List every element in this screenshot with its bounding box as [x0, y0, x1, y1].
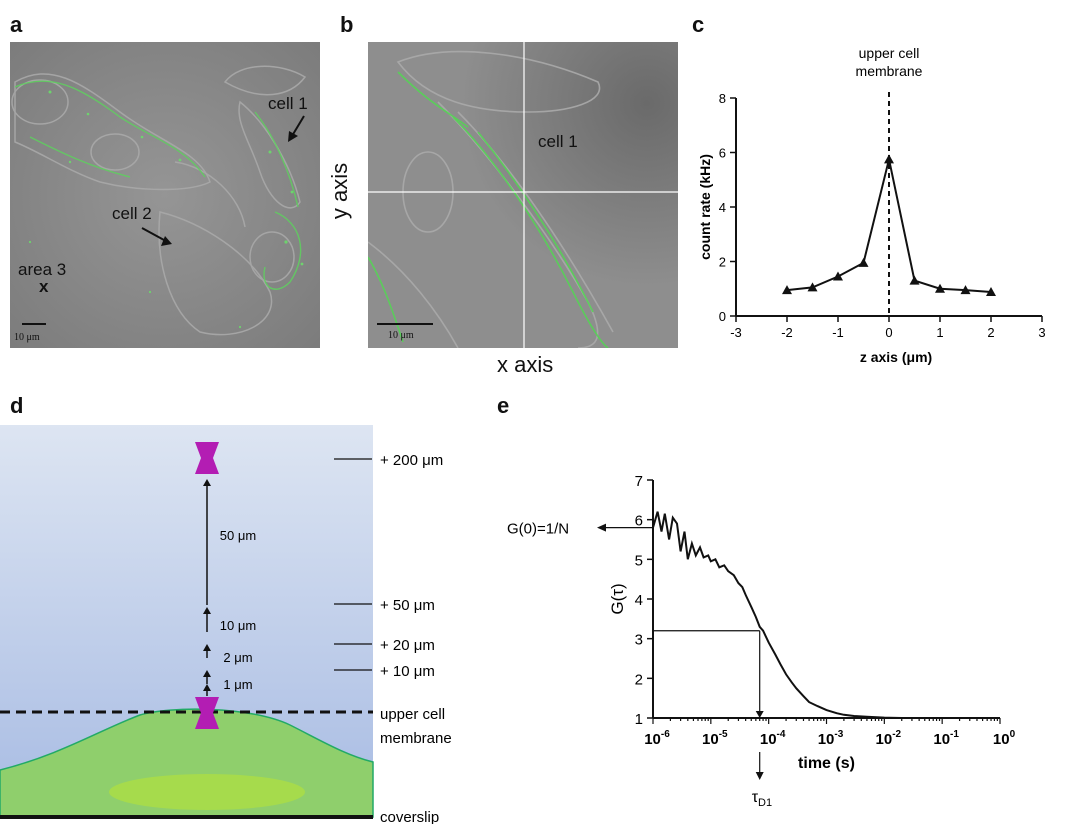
- x-tick-label-e: 10-2: [876, 729, 902, 748]
- y-tick-label-c: 6: [719, 146, 726, 161]
- x-tick-label-c: -2: [781, 325, 793, 340]
- arrow-10um-d-head: [203, 607, 211, 614]
- cell2-label-a: cell 2: [112, 204, 152, 223]
- scalebar-label-b: 10 μm: [388, 330, 414, 341]
- y-tick-label-c: 0: [719, 309, 726, 324]
- arrow-1um-d-head: [203, 670, 211, 677]
- data-point-c: [960, 285, 971, 295]
- y-axis-label-e: G(τ): [608, 583, 627, 614]
- diagram-d: 50 μm 10 μm 2 μm 1 μm + 200 μm + 50 μm + 20 μm…: [0, 425, 452, 824]
- focal-volume-top-d: [195, 442, 219, 474]
- y-tick-label-e: 1: [635, 711, 643, 728]
- membrane-label-d-line2: membrane: [380, 730, 452, 747]
- y-tick-label-e: 3: [635, 632, 643, 649]
- cell2-arrow-a: [141, 227, 172, 246]
- arrow-2um-d-head: [203, 644, 211, 651]
- y-tick-label-e: 4: [635, 592, 643, 609]
- x-axis-label-e: time (s): [798, 755, 855, 772]
- x-tick-label-e: 10-5: [702, 729, 728, 748]
- y-tick-label-c: 8: [719, 91, 726, 106]
- annotation-c-line1: upper cell: [859, 45, 920, 61]
- series-line-e: [652, 511, 1000, 719]
- panel-letter-e: e: [497, 393, 510, 418]
- y-tick-label-e: 5: [635, 552, 643, 569]
- x-tick-label-c: -3: [730, 325, 742, 340]
- tau-d1-label-e: τD1: [752, 789, 772, 809]
- data-point-c: [833, 271, 843, 281]
- annotation-c-line2: membrane: [856, 63, 923, 79]
- panel-letter-d: d: [10, 393, 24, 418]
- arrow-start-d-head: [203, 684, 211, 691]
- microscopy-image-b-drawing: [368, 42, 678, 348]
- scalebar-a: [22, 323, 46, 325]
- x-axis-label-b: x axis: [497, 352, 554, 377]
- coverslip-label-d: coverslip: [380, 809, 439, 824]
- data-point-c: [858, 257, 869, 267]
- nucleus-d: [109, 774, 305, 810]
- microscopy-image-b: [368, 42, 678, 348]
- cell1-label-a: cell 1: [268, 94, 308, 113]
- tau-below-arrowhead-e: [755, 772, 764, 780]
- x-tick-label-c: 2: [987, 325, 994, 340]
- x-tick-label-e: 10-3: [818, 729, 844, 748]
- x-tick-label-e: 10-4: [760, 729, 786, 748]
- panel-letter-c: c: [692, 12, 705, 37]
- y-axis-label-c: count rate (kHz): [697, 154, 713, 260]
- panel-letter-a: a: [10, 12, 23, 37]
- x-tick-label-c: -1: [832, 325, 844, 340]
- x-tick-label-c: 1: [936, 325, 943, 340]
- y-tick-label-e: 7: [635, 473, 643, 490]
- scalebar-b: [377, 323, 433, 325]
- data-point-c: [884, 154, 894, 164]
- level-label-d: + 10 μm: [380, 663, 435, 680]
- g0-arrowhead-e: [597, 523, 606, 532]
- y-tick-label-c: 2: [719, 255, 726, 270]
- area3-marker-a: x: [39, 277, 49, 296]
- area3-label-a: area 3: [18, 260, 67, 279]
- data-point-c: [935, 283, 945, 293]
- focal-volume-membrane-d: [195, 697, 219, 729]
- step-label-d: 1 μm: [223, 677, 252, 692]
- cell1-arrow-a: [288, 115, 305, 142]
- level-label-d: + 50 μm: [380, 597, 435, 614]
- y-tick-label-e: 6: [635, 513, 643, 530]
- x-axis-label-c: z axis (μm): [860, 349, 932, 365]
- cell1-label-b: cell 1: [538, 132, 578, 151]
- level-label-d: + 20 μm: [380, 637, 435, 654]
- chart-c: 0 2 4 6 8 -3 -2 -1 0 1 2 3 z axis (μm) count rate (kH…: [697, 45, 1046, 365]
- data-point-c: [986, 287, 996, 297]
- coverslip-line-d: [0, 815, 373, 819]
- tau-arrowhead-e: [755, 711, 764, 718]
- data-point-c: [909, 275, 920, 285]
- y-tick-label-e: 2: [635, 671, 643, 688]
- step-label-d: 2 μm: [223, 650, 252, 665]
- x-tick-label-c: 0: [885, 325, 892, 340]
- microscopy-image-a-drawing: [10, 42, 320, 348]
- arrow-50um-d-head: [203, 479, 211, 486]
- x-tick-label-c: 3: [1038, 325, 1045, 340]
- data-point-c: [782, 285, 792, 295]
- step-label-d: 10 μm: [220, 618, 256, 633]
- chart-e: 1 2 3 4 5 6 7 10-6 10-5 10-4 10-3 10-2 10-1 100 time (…: [507, 473, 1016, 809]
- level-label-d: + 200 μm: [380, 452, 443, 469]
- scalebar-label-a: 10 μm: [14, 332, 40, 343]
- g0-label-e: G(0)=1/N: [507, 521, 569, 538]
- y-tick-label-c: 4: [719, 200, 726, 215]
- membrane-label-d-line1: upper cell: [380, 706, 445, 723]
- x-tick-label-e: 10-1: [933, 729, 959, 748]
- y-axis-label-b: y axis: [327, 162, 353, 220]
- x-tick-label-e: 10-6: [644, 729, 670, 748]
- x-tick-label-e: 100: [993, 729, 1016, 748]
- step-label-d: 50 μm: [220, 528, 256, 543]
- data-point-c: [807, 282, 818, 292]
- microscopy-image-a: [10, 42, 320, 348]
- panel-letter-b: b: [340, 12, 354, 37]
